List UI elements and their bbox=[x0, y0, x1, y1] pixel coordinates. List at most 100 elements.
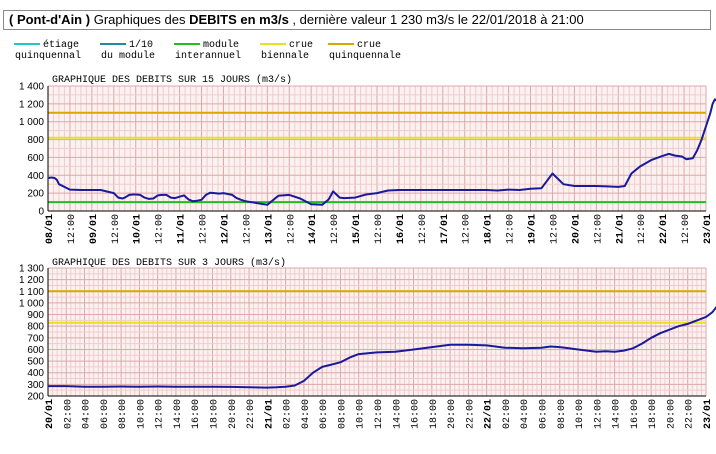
y-tick-label: 400 bbox=[27, 368, 44, 379]
x-tick-label: 08:00 bbox=[337, 399, 348, 429]
legend-item: crue quinquennale bbox=[328, 40, 402, 62]
legend-label-line1: module bbox=[203, 40, 240, 51]
station-name: ( Pont-d'Ain ) bbox=[9, 12, 91, 27]
y-tick-label: 0 bbox=[38, 207, 44, 218]
legend-item: 1/10 du module bbox=[100, 40, 156, 62]
legend-label-line1: crue bbox=[357, 40, 382, 51]
x-tick-label: 06:00 bbox=[100, 399, 111, 429]
x-tick-label: 12:00 bbox=[111, 214, 122, 244]
x-tick-label: 20/01 bbox=[44, 399, 56, 429]
x-tick-label: 22/01 bbox=[658, 214, 670, 244]
x-tick-label: 14:00 bbox=[173, 399, 184, 429]
y-tick-label: 1 000 bbox=[19, 298, 44, 309]
x-tick-label: 18:00 bbox=[648, 399, 659, 429]
y-tick-label: 1 300 bbox=[19, 264, 44, 275]
x-tick-label: 12:00 bbox=[506, 214, 517, 244]
x-tick-label: 13/01 bbox=[263, 214, 275, 244]
y-tick-label: 300 bbox=[27, 380, 44, 391]
y-tick-label: 700 bbox=[27, 333, 44, 344]
x-tick-label: 10:00 bbox=[575, 399, 586, 429]
x-tick-label: 17/01 bbox=[439, 214, 451, 244]
x-tick-label: 23/01 bbox=[702, 399, 714, 429]
x-tick-label: 04:00 bbox=[520, 399, 531, 429]
x-tick-label: 20:00 bbox=[228, 399, 239, 429]
y-tick-label: 600 bbox=[27, 153, 44, 164]
legend-label-line2: interannuel bbox=[175, 51, 242, 62]
x-tick-label: 18:00 bbox=[429, 399, 440, 429]
x-tick-label: 16:00 bbox=[411, 399, 422, 429]
x-tick-label: 18:00 bbox=[210, 399, 221, 429]
legend-swatch bbox=[174, 43, 200, 45]
chart-title: GRAPHIQUE DES DEBITS SUR 15 JOURS (m3/s) bbox=[52, 74, 292, 86]
chart-header: ( Pont-d'Ain ) Graphiques des DEBITS en … bbox=[3, 10, 711, 30]
legend-swatch bbox=[100, 43, 126, 45]
x-tick-label: 15/01 bbox=[351, 214, 363, 244]
legend-swatch bbox=[328, 43, 354, 45]
y-tick-label: 1 000 bbox=[19, 117, 44, 128]
x-tick-label: 06:00 bbox=[539, 399, 550, 429]
y-tick-label: 1 200 bbox=[19, 275, 44, 286]
x-tick-label: 12:00 bbox=[418, 214, 429, 244]
x-tick-label: 12:00 bbox=[67, 214, 78, 244]
header-text-pre: Graphiques des bbox=[93, 12, 190, 27]
x-tick-label: 22:00 bbox=[685, 399, 696, 429]
y-tick-label: 800 bbox=[27, 322, 44, 333]
x-tick-label: 08:00 bbox=[557, 399, 568, 429]
x-tick-label: 02:00 bbox=[283, 399, 294, 429]
x-tick-label: 08:00 bbox=[118, 399, 129, 429]
legend: étiage quinquennal 1/10 du module module inte… bbox=[3, 40, 711, 64]
x-tick-label: 20:00 bbox=[447, 399, 458, 429]
x-tick-label: 12:00 bbox=[374, 399, 385, 429]
x-tick-label: 19/01 bbox=[527, 214, 539, 244]
x-tick-label: 12:00 bbox=[242, 214, 253, 244]
x-tick-label: 14/01 bbox=[307, 214, 319, 244]
x-tick-label: 12/01 bbox=[219, 214, 231, 244]
x-tick-label: 23/01 bbox=[702, 214, 714, 244]
y-tick-label: 500 bbox=[27, 357, 44, 368]
x-tick-label: 12:00 bbox=[637, 214, 648, 244]
x-tick-label: 22:00 bbox=[465, 399, 476, 429]
x-tick-label: 16/01 bbox=[395, 214, 407, 244]
x-tick-label: 11/01 bbox=[176, 214, 188, 244]
x-tick-label: 12:00 bbox=[155, 214, 166, 244]
x-tick-label: 14:00 bbox=[612, 399, 623, 429]
x-tick-label: 21/01 bbox=[263, 399, 275, 429]
x-tick-label: 14:00 bbox=[392, 399, 403, 429]
x-tick-label: 09/01 bbox=[88, 214, 100, 244]
x-tick-label: 12:00 bbox=[374, 214, 385, 244]
legend-item: étiage quinquennal bbox=[14, 40, 81, 62]
legend-item: module interannuel bbox=[174, 40, 242, 62]
legend-swatch bbox=[260, 43, 286, 45]
chart-2: GRAPHIQUE DES DEBITS SUR 3 JOURS (m3/s) 2… bbox=[19, 257, 716, 429]
x-tick-label: 08/01 bbox=[44, 214, 56, 244]
legend-label-line2: biennale bbox=[261, 51, 310, 62]
legend-label-line1: 1/10 bbox=[129, 40, 154, 51]
x-tick-label: 20:00 bbox=[666, 399, 677, 429]
series-debit-line bbox=[47, 98, 716, 206]
series-debit-line bbox=[48, 305, 716, 389]
x-tick-label: 12:00 bbox=[199, 214, 210, 244]
x-tick-label: 12:00 bbox=[681, 214, 692, 244]
y-tick-label: 1 100 bbox=[19, 287, 44, 298]
x-tick-label: 12:00 bbox=[462, 214, 473, 244]
header-text-bold: DEBITS en m3/s bbox=[189, 12, 289, 27]
y-tick-label: 200 bbox=[27, 392, 44, 403]
y-tick-label: 400 bbox=[27, 171, 44, 182]
x-tick-label: 02:00 bbox=[63, 399, 74, 429]
x-tick-label: 12:00 bbox=[593, 214, 604, 244]
chart-1: GRAPHIQUE DES DEBITS SUR 15 JOURS (m3/s)… bbox=[19, 74, 716, 244]
y-tick-label: 1 400 bbox=[19, 82, 44, 93]
x-tick-label: 16:00 bbox=[191, 399, 202, 429]
y-tick-label: 1 200 bbox=[19, 99, 44, 110]
legend-label-line2: quinquennale bbox=[329, 51, 402, 62]
y-tick-label: 900 bbox=[27, 310, 44, 321]
legend-label-line1: crue bbox=[289, 40, 314, 51]
legend-label-line2: du module bbox=[101, 51, 156, 62]
y-tick-label: 200 bbox=[27, 189, 44, 200]
x-tick-label: 12:00 bbox=[549, 214, 560, 244]
x-tick-label: 21/01 bbox=[614, 214, 626, 244]
x-tick-label: 04:00 bbox=[82, 399, 93, 429]
x-tick-label: 10:00 bbox=[356, 399, 367, 429]
legend-label-line1: étiage bbox=[43, 40, 80, 51]
